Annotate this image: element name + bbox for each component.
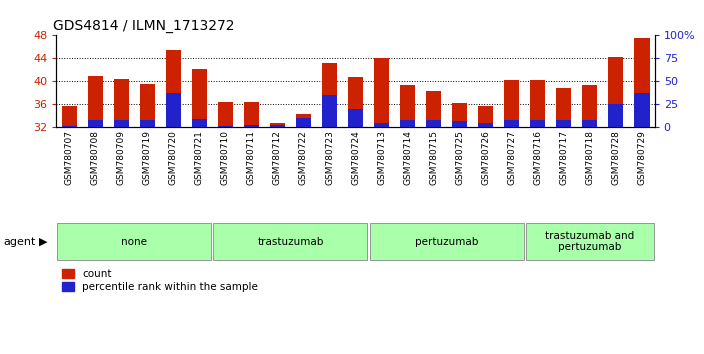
Legend: count, percentile rank within the sample: count, percentile rank within the sample <box>61 269 258 292</box>
Bar <box>61 126 77 127</box>
Bar <box>478 105 494 127</box>
Bar <box>556 120 572 127</box>
Text: none: none <box>121 236 147 247</box>
Bar <box>400 120 415 127</box>
Bar <box>244 102 259 127</box>
Bar <box>634 93 650 127</box>
Bar <box>139 120 155 127</box>
Text: agent: agent <box>4 236 36 247</box>
Bar <box>165 93 181 127</box>
Bar <box>582 120 598 127</box>
Bar <box>400 85 415 127</box>
Bar <box>452 103 467 127</box>
Bar <box>113 79 129 127</box>
Bar <box>296 118 311 127</box>
Bar <box>57 223 211 260</box>
Bar <box>530 120 546 127</box>
Bar <box>452 121 467 127</box>
Bar <box>87 76 103 127</box>
Bar <box>582 85 598 127</box>
Bar <box>165 50 181 127</box>
Bar <box>348 77 363 127</box>
Bar <box>218 102 233 127</box>
Bar <box>322 95 337 127</box>
Bar <box>374 58 389 127</box>
Bar <box>139 84 155 127</box>
Bar <box>530 80 546 127</box>
Bar <box>61 105 77 127</box>
Bar <box>270 123 285 127</box>
Text: trastuzumab: trastuzumab <box>257 236 324 247</box>
Bar <box>374 123 389 127</box>
Bar <box>478 123 494 127</box>
Bar <box>113 120 129 127</box>
Bar <box>218 126 233 127</box>
Bar <box>608 57 624 127</box>
Bar <box>634 38 650 127</box>
Bar <box>526 223 654 260</box>
Text: GDS4814 / ILMN_1713272: GDS4814 / ILMN_1713272 <box>54 19 235 33</box>
Bar <box>556 88 572 127</box>
Text: ▶: ▶ <box>39 236 47 247</box>
Bar <box>296 114 311 127</box>
Bar <box>426 120 441 127</box>
Bar <box>244 125 259 127</box>
Bar <box>348 109 363 127</box>
Text: trastuzumab and
pertuzumab: trastuzumab and pertuzumab <box>545 231 634 252</box>
Bar <box>426 91 441 127</box>
Bar <box>191 69 207 127</box>
Bar <box>87 120 103 127</box>
Bar <box>370 223 524 260</box>
Bar <box>322 63 337 127</box>
Bar <box>270 125 285 127</box>
Bar <box>191 119 207 127</box>
Bar <box>608 104 624 127</box>
Bar <box>504 80 520 127</box>
Text: pertuzumab: pertuzumab <box>415 236 478 247</box>
Bar <box>504 120 520 127</box>
Bar <box>213 223 367 260</box>
